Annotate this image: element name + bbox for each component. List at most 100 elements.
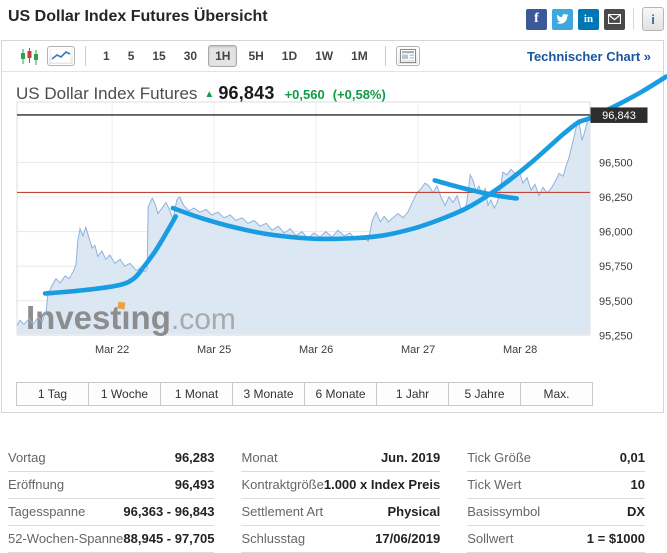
news-panel-button[interactable]	[395, 46, 420, 66]
info-value: 1.000 x Index Preis	[323, 477, 441, 492]
info-value: 10	[630, 477, 645, 492]
info-label: Settlement Art	[241, 504, 324, 519]
info-label: Tick Größe	[467, 450, 532, 465]
last-price-badge	[590, 107, 648, 123]
price-change: +0,560	[284, 87, 325, 102]
info-value: 96,283	[174, 450, 215, 465]
info-column: Monat Jun. 2019 Kontraktgröße 1.000 x Index…	[241, 445, 441, 553]
social-share-bar: f in i	[526, 7, 664, 31]
info-value: 1 = $1000	[586, 531, 645, 546]
investing-watermark: Investıng.com	[26, 299, 236, 336]
line-chart-icon	[51, 49, 71, 63]
y-axis-label: 95,750	[599, 261, 633, 273]
info-row: Sollwert 1 = $1000	[467, 526, 645, 553]
info-label: Tagesspanne	[8, 504, 86, 519]
interval-button-5[interactable]: 5	[127, 49, 135, 63]
x-axis-label: Mar 28	[503, 344, 537, 356]
header-divider	[633, 8, 634, 30]
info-row: Eröffnung 96,493	[8, 472, 215, 499]
info-row: Basissymbol DX	[467, 499, 645, 526]
info-label: Tick Wert	[467, 477, 522, 492]
info-value: 96,493	[174, 477, 215, 492]
drawn-trendline	[42, 214, 178, 296]
y-axis-label: 96,000	[599, 227, 633, 239]
price-area-fill	[17, 116, 590, 334]
chart-toolbar: 1 5 15 30 1H 5H 1D 1W 1M Technischer Chart »	[2, 41, 663, 72]
drawn-trendline	[170, 74, 667, 242]
drawn-trendline	[432, 178, 519, 201]
info-label: Sollwert	[467, 531, 514, 546]
toolbar-divider	[85, 46, 86, 66]
chart-widget: 1 5 15 30 1H 5H 1D 1W 1M Technischer Chart » US …	[1, 40, 667, 413]
info-label: Schlusstag	[241, 531, 306, 546]
range-button-1-jahr[interactable]: 1 Jahr	[377, 383, 449, 405]
page-title: US Dollar Index Futures Übersicht	[8, 8, 268, 25]
x-axis-label: Mar 26	[299, 344, 333, 356]
range-button-1-woche[interactable]: 1 Woche	[89, 383, 161, 405]
info-value: 0,01	[619, 450, 645, 465]
line-chart-button[interactable]	[47, 46, 75, 66]
facebook-icon[interactable]: f	[526, 8, 547, 30]
x-axis-label: Mar 25	[197, 344, 231, 356]
info-value: DX	[626, 504, 645, 519]
price-up-arrow-icon: ▲	[204, 89, 215, 100]
interval-button-30[interactable]: 30	[183, 49, 198, 63]
info-column: Tick Größe 0,01 Tick Wert 10 Basissymbol DX So…	[467, 445, 645, 553]
info-row: Monat Jun. 2019	[241, 445, 441, 472]
quote-header: US Dollar Index Futures ▲ 96,843 +0,560 …	[16, 83, 386, 104]
price-line	[16, 116, 591, 326]
range-button-5-jahre[interactable]: 5 Jahre	[449, 383, 521, 405]
y-axis-label: 95,500	[599, 296, 633, 308]
price-chart[interactable]: Investıng.com 96,843 96,500 96,250 96,000 95,…	[2, 74, 667, 376]
info-label: Monat	[241, 450, 278, 465]
technical-chart-link[interactable]: Technischer Chart »	[526, 48, 651, 64]
candlestick-icon	[21, 47, 38, 65]
email-icon[interactable]	[604, 8, 625, 30]
interval-button-1w[interactable]: 1W	[315, 49, 334, 63]
info-row: Tick Wert 10	[467, 472, 645, 499]
interval-button-15[interactable]: 15	[152, 49, 166, 63]
range-button-3-monate[interactable]: 3 Monate	[233, 383, 305, 405]
info-column: Vortag 96,283 Eröffnung 96,493 Tagesspanne 96…	[8, 445, 215, 553]
info-label: Basissymbol	[467, 504, 541, 519]
last-price-badge-label: 96,843	[602, 110, 636, 122]
range-button-6-monate[interactable]: 6 Monate	[305, 383, 377, 405]
info-row: Tagesspanne 96,363 - 96,843	[8, 499, 215, 526]
price-change-percent: (+0,58%)	[332, 87, 386, 102]
info-row: Tick Größe 0,01	[467, 445, 645, 472]
info-label: Eröffnung	[8, 477, 65, 492]
y-axis-label: 95,250	[599, 330, 633, 342]
page-header: US Dollar Index Futures Übersicht f in i	[0, 0, 667, 36]
interval-button-1h[interactable]: 1H	[208, 45, 238, 67]
y-axis-label: 96,250	[599, 192, 633, 204]
interval-selector: 1 5 15 30 1H 5H 1D 1W 1M	[96, 45, 375, 67]
range-button-max-[interactable]: Max.	[521, 383, 592, 405]
info-button[interactable]: i	[642, 7, 664, 31]
y-axis-label: 96,500	[599, 157, 633, 169]
interval-button-5h[interactable]: 5H	[248, 49, 264, 63]
info-value: 17/06/2019	[375, 531, 441, 546]
instrument-name: US Dollar Index Futures	[16, 84, 198, 103]
news-panel-icon	[399, 49, 416, 63]
info-value: Physical	[387, 504, 441, 519]
candlestick-chart-button[interactable]	[20, 47, 39, 65]
info-value: 88,945 - 97,705	[123, 531, 215, 546]
watermark-orange-dot	[117, 301, 126, 310]
interval-button-1[interactable]: 1	[103, 49, 110, 63]
info-row: Vortag 96,283	[8, 445, 215, 472]
linkedin-icon[interactable]: in	[578, 8, 599, 30]
range-button-1-monat[interactable]: 1 Monat	[161, 383, 233, 405]
range-button-1-tag[interactable]: 1 Tag	[17, 383, 89, 405]
info-value: Jun. 2019	[380, 450, 441, 465]
info-label: Kontraktgröße	[241, 477, 324, 492]
x-axis-label: Mar 22	[95, 344, 129, 356]
info-value: 96,363 - 96,843	[123, 504, 215, 519]
twitter-icon[interactable]	[552, 8, 573, 30]
x-axis-label: Mar 27	[401, 344, 435, 356]
info-label: 52-Wochen-Spanne	[8, 531, 124, 546]
info-row: 52-Wochen-Spanne 88,945 - 97,705	[8, 526, 215, 553]
interval-button-1d[interactable]: 1D	[281, 49, 298, 63]
interval-button-1m[interactable]: 1M	[351, 49, 368, 63]
info-row: Schlusstag 17/06/2019	[241, 526, 441, 553]
contract-info-table: Vortag 96,283 Eröffnung 96,493 Tagesspanne 96…	[8, 445, 645, 553]
